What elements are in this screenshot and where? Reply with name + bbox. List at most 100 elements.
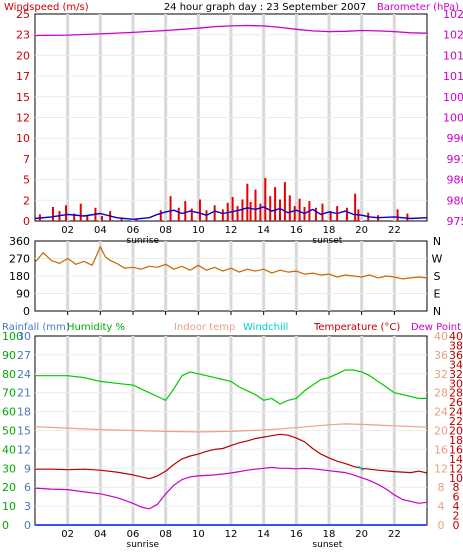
- compass-tick: N: [433, 305, 441, 318]
- barometer-axis-label: Barometer (hPa): [377, 2, 459, 13]
- temperature-tick: 28: [449, 387, 463, 400]
- barometer-tick: 986: [447, 174, 463, 187]
- temperature-tick: 36: [449, 349, 463, 362]
- x-tick-label: 20: [355, 225, 368, 236]
- indoor-temp-tick: 24: [434, 406, 448, 419]
- windspeed-tick: 0: [23, 215, 30, 228]
- x-tick-label: 08: [159, 529, 172, 540]
- x-tick-label: 14: [257, 225, 270, 236]
- humidity-label: Humidity %: [67, 322, 125, 333]
- humidity-tick: 40: [2, 443, 16, 456]
- humidity-tick: 50: [2, 425, 16, 438]
- direction-tick: 180: [9, 270, 30, 283]
- temperature-tick: 2: [453, 510, 460, 523]
- direction-tick: 0: [23, 305, 30, 318]
- dewpoint-label: Dew Point: [411, 322, 461, 333]
- barometer-tick: 991: [447, 153, 463, 166]
- windspeed-tick: 23: [16, 29, 30, 42]
- windspeed-tick: 7: [23, 153, 30, 166]
- rain-tick: 3: [24, 500, 31, 513]
- direction-tick: 90: [16, 288, 30, 301]
- rain-tick: 6: [24, 481, 31, 494]
- temperature-tick: 40: [449, 330, 463, 343]
- direction-tick: 270: [9, 253, 30, 266]
- x-tick-label: 16: [290, 225, 303, 236]
- barometer-tick: 1024: [443, 29, 463, 42]
- windspeed-tick: 10: [16, 132, 30, 145]
- barometer-tick: 1002: [443, 112, 463, 125]
- indoor-temp-tick: 28: [434, 387, 448, 400]
- rain-tick: 15: [17, 425, 31, 438]
- temperature-tick: 4: [453, 500, 460, 513]
- windspeed-tick: 20: [16, 49, 30, 62]
- temperature-tick: 22: [449, 415, 463, 428]
- series-windspeed-average: [34, 206, 428, 221]
- rain-tick: 0: [24, 519, 31, 532]
- x-tick-label: 18: [323, 225, 336, 236]
- rain-tick: 12: [17, 443, 31, 456]
- temperature-label: Temperature (°C): [313, 322, 400, 333]
- rain-tick: 24: [17, 368, 31, 381]
- temperature-tick: 8: [453, 481, 460, 494]
- sunset-label: sunset: [312, 236, 342, 246]
- x-tick-label: 08: [159, 225, 172, 236]
- windspeed-tick: 12: [16, 112, 30, 125]
- x-tick-label: 04: [94, 529, 107, 540]
- x-tick-label: 10: [192, 225, 205, 236]
- x-tick-label: 14: [257, 529, 270, 540]
- windspeed-tick: 2: [23, 194, 30, 207]
- x-tick-label: 10: [192, 529, 205, 540]
- windspeed-tick: 17: [16, 70, 30, 83]
- indoor-temp-tick: 40: [434, 330, 448, 343]
- x-tick-label: 20: [355, 529, 368, 540]
- temperature-tick: 6: [453, 491, 460, 504]
- temperature-tick: 34: [449, 358, 463, 371]
- temperature-tick: 38: [449, 339, 463, 352]
- humidity-tick: 80: [2, 368, 16, 381]
- barometer-tick: 1013: [443, 70, 463, 83]
- chart-title: 24 hour graph day : 23 September 2007: [164, 2, 366, 13]
- windspeed-tick: 25: [16, 8, 30, 21]
- humidity-tick: 0: [2, 519, 9, 532]
- direction-tick: 360: [9, 235, 30, 248]
- rain-tick: 9: [24, 462, 31, 475]
- barometer-tick: 1018: [443, 49, 463, 62]
- indoor-temp-tick: 0: [438, 519, 445, 532]
- x-tick-label: 12: [225, 225, 238, 236]
- humidity-tick: 60: [2, 406, 16, 419]
- humidity-tick: 10: [2, 500, 16, 513]
- x-tick-label: 18: [323, 529, 336, 540]
- indoor-temp-label: Indoor temp: [174, 322, 235, 333]
- humidity-tick: 100: [2, 330, 23, 343]
- indoor-temp-tick: 4: [438, 500, 445, 513]
- temperature-tick: 18: [449, 434, 463, 447]
- compass-tick: N: [433, 235, 441, 248]
- indoor-temp-tick: 36: [434, 349, 448, 362]
- data-series: [34, 24, 428, 526]
- humidity-tick: 70: [2, 387, 16, 400]
- x-tick-label: 16: [290, 529, 303, 540]
- windchill-label: Windchill: [243, 322, 288, 333]
- series-barometer-hpa-: [34, 24, 428, 37]
- indoor-temp-tick: 32: [434, 368, 448, 381]
- barometer-tick: 1007: [443, 91, 463, 104]
- temperature-tick: 32: [449, 368, 463, 381]
- temperature-tick: 10: [449, 472, 463, 485]
- x-tick-label: 22: [388, 225, 401, 236]
- temperature-tick: 20: [449, 425, 463, 438]
- sunset-label: sunset: [312, 540, 342, 550]
- series-windchill: [357, 465, 364, 471]
- humidity-tick: 30: [2, 462, 16, 475]
- barometer-tick: 1029: [443, 8, 463, 21]
- indoor-temp-tick: 8: [438, 481, 445, 494]
- temperature-tick: 0: [453, 519, 460, 532]
- humidity-tick: 90: [2, 349, 16, 362]
- temperature-tick: 24: [449, 406, 463, 419]
- series-dew-point: [34, 466, 428, 510]
- sunrise-label: sunrise: [127, 236, 160, 246]
- windspeed-axis-label: Windspeed (m/s): [4, 2, 89, 13]
- indoor-temp-tick: 12: [434, 462, 448, 475]
- x-tick-label: 12: [225, 529, 238, 540]
